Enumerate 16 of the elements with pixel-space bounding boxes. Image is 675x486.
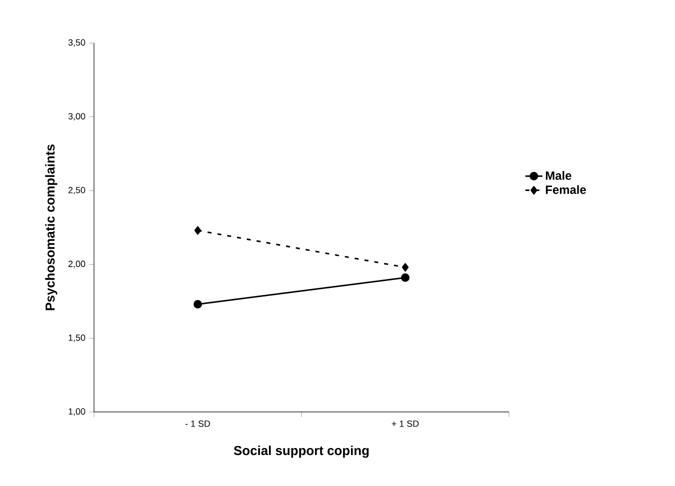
y-tick-label: 1,00 — [68, 408, 86, 416]
point — [194, 226, 202, 235]
x-axis-title: Social support coping — [234, 446, 369, 458]
y-tick-label: 1,50 — [68, 334, 86, 342]
x-tick-label: + 1 SD — [392, 420, 419, 427]
y-tick-label: 3,00 — [68, 113, 86, 120]
y-tick-label: 2,50 — [68, 186, 86, 194]
point — [401, 273, 410, 282]
x-tick-label: - 1 SD — [185, 420, 210, 427]
y-tick-label: 3,50 — [68, 39, 86, 47]
point — [402, 263, 409, 272]
legend-label: Female — [546, 185, 586, 194]
legend-label: Male — [546, 171, 572, 180]
y-axis-title: Psychosomatic complaints — [45, 144, 58, 310]
point — [194, 300, 202, 308]
y-tick-label: 2,00 — [68, 260, 86, 268]
